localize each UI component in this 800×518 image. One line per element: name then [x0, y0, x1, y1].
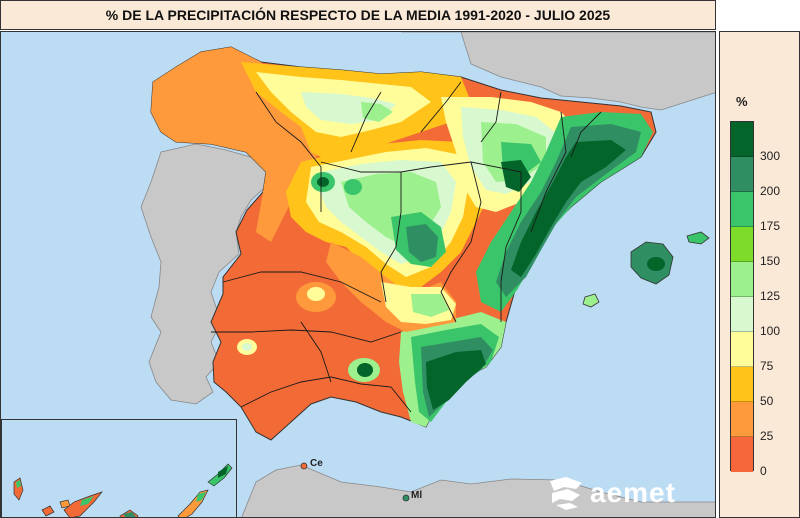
ceuta-marker: [300, 462, 308, 470]
legend-tick-label: 200: [760, 184, 781, 198]
legend-tick-label: 50: [760, 394, 774, 408]
zone-east-extreme2: [511, 140, 626, 277]
zone-segovia-wet: [344, 179, 362, 195]
france-land: [401, 32, 715, 111]
aemet-logo-icon: [550, 477, 582, 510]
legend-color-bar: [730, 121, 754, 472]
legend-swatch: [731, 402, 753, 437]
zone-valencia-extreme: [501, 160, 531, 192]
melilla-marker: [402, 494, 410, 502]
legend-swatch: [731, 122, 753, 157]
legend-tick-label: 25: [760, 429, 774, 443]
region-boundaries: [211, 81, 602, 413]
portugal-land: [140, 143, 272, 405]
ceuta-label: Ce: [310, 458, 323, 469]
map-canvas: [140, 32, 715, 517]
lanzarote-extreme: [218, 466, 228, 478]
menorca-island: [686, 231, 710, 245]
legend-tick-label: 300: [760, 149, 781, 163]
legend-swatch: [731, 367, 753, 402]
zone-se-extreme2: [426, 350, 486, 410]
zone-huelva-green: [242, 343, 252, 351]
zone-jaen-extreme: [357, 363, 373, 377]
mallorca-core: [647, 257, 665, 271]
legend-swatch: [731, 227, 753, 262]
legend-swatch: [731, 157, 753, 192]
legend-swatch: [731, 262, 753, 297]
canary-canvas: [13, 463, 233, 517]
morocco-land: [241, 464, 715, 517]
legend-tick-label: 75: [760, 359, 774, 373]
zone-ext-yellow: [307, 287, 325, 301]
legend-tick-label: 150: [760, 254, 781, 268]
legend-tick-label: 175: [760, 219, 781, 233]
zone-cs-wet: [411, 294, 449, 317]
legend-ticks: 300 200 175 150 125 100 75 50 25 0: [760, 121, 798, 477]
zone-valladolid-extreme: [317, 177, 329, 187]
fuerteventura-green: [196, 492, 206, 502]
aemet-logo: aemet: [546, 475, 706, 511]
zone-north-wet: [361, 102, 393, 122]
melilla-label: Ml: [411, 490, 423, 501]
ibiza-island: [582, 293, 600, 308]
map-title: % DE LA PRECIPITACIÓN RESPECTO DE LA MED…: [0, 0, 716, 30]
legend-swatch: [731, 437, 753, 472]
legend-tick-label: 0: [760, 464, 767, 478]
legend-panel: % 300 200 175 150 125 100 75 50 25 0: [719, 31, 800, 518]
aemet-logo-text: aemet: [590, 477, 676, 508]
gran-canaria-green: [123, 512, 136, 517]
legend-tick-label: 100: [760, 324, 781, 338]
legend-swatch: [731, 192, 753, 227]
precipitation-map[interactable]: Ce Ml aemet: [0, 31, 716, 518]
legend-tick-label: 125: [760, 289, 781, 303]
la-palma-green: [16, 480, 21, 488]
canary-inset: [1, 419, 237, 517]
legend-swatch: [731, 332, 753, 367]
tenerife-green: [80, 496, 94, 506]
el-hierro-island: [41, 505, 55, 517]
legend-swatch: [731, 297, 753, 332]
zone-central-extreme: [406, 224, 438, 262]
legend-unit: %: [736, 94, 748, 109]
